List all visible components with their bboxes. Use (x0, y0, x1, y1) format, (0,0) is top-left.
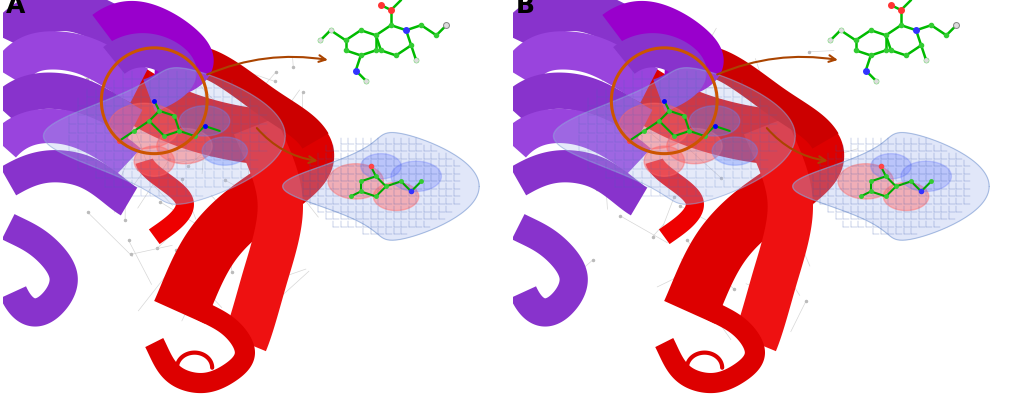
Polygon shape (224, 118, 303, 351)
Polygon shape (510, 150, 647, 215)
Polygon shape (103, 33, 197, 112)
Polygon shape (93, 1, 214, 100)
Polygon shape (882, 183, 928, 210)
Polygon shape (654, 286, 764, 393)
Polygon shape (500, 109, 650, 174)
Polygon shape (602, 1, 723, 100)
Polygon shape (501, 31, 657, 103)
Polygon shape (711, 137, 757, 165)
Polygon shape (0, 73, 143, 142)
Polygon shape (44, 68, 285, 204)
Polygon shape (624, 67, 844, 324)
Polygon shape (838, 164, 893, 199)
Polygon shape (157, 129, 212, 164)
Polygon shape (612, 33, 706, 112)
Polygon shape (202, 137, 248, 165)
Polygon shape (328, 164, 383, 199)
Text: B: B (516, 0, 534, 18)
Polygon shape (193, 46, 328, 149)
Polygon shape (499, 73, 652, 142)
Polygon shape (498, 0, 664, 64)
Polygon shape (689, 106, 739, 136)
Polygon shape (179, 106, 229, 136)
Polygon shape (0, 0, 155, 64)
Text: A: A (6, 0, 25, 18)
Polygon shape (136, 159, 194, 244)
Polygon shape (643, 146, 684, 176)
Polygon shape (114, 67, 334, 324)
Polygon shape (0, 31, 148, 103)
Polygon shape (666, 129, 721, 164)
Polygon shape (282, 133, 479, 240)
Polygon shape (133, 146, 174, 176)
Polygon shape (361, 154, 400, 179)
Polygon shape (0, 214, 77, 326)
Polygon shape (900, 161, 951, 191)
Polygon shape (645, 159, 703, 244)
Polygon shape (619, 103, 689, 149)
Polygon shape (109, 103, 179, 149)
Polygon shape (553, 68, 795, 204)
Polygon shape (792, 133, 988, 240)
Polygon shape (870, 154, 910, 179)
Polygon shape (145, 286, 255, 393)
Polygon shape (734, 118, 812, 351)
Polygon shape (0, 150, 138, 215)
Polygon shape (0, 109, 141, 174)
Polygon shape (373, 183, 419, 210)
Polygon shape (390, 161, 441, 191)
Polygon shape (702, 46, 838, 149)
Polygon shape (510, 214, 587, 326)
